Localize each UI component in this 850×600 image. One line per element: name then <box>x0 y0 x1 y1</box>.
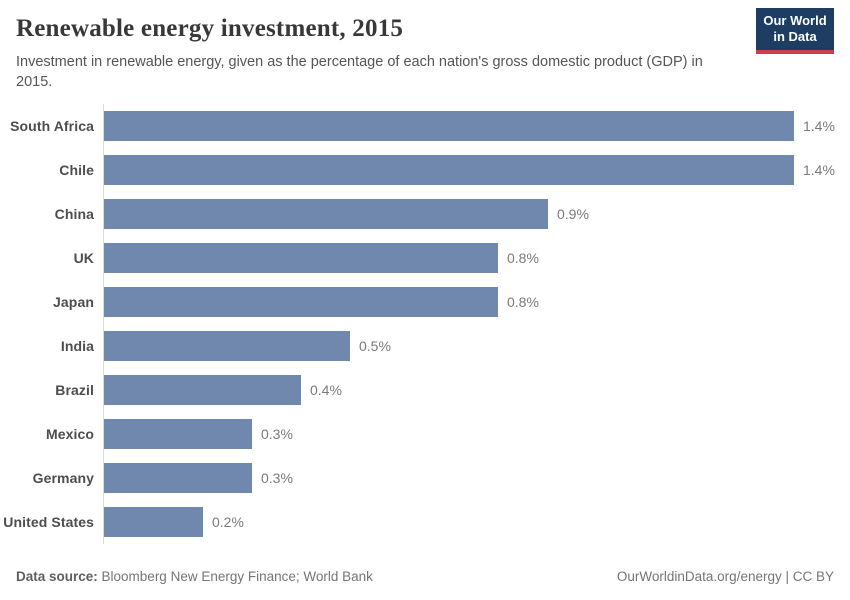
bar-track: 0.8% <box>103 236 850 280</box>
attribution-link[interactable]: OurWorldinData.org/energy | CC BY <box>616 569 834 584</box>
bar[interactable] <box>104 507 203 537</box>
bar[interactable] <box>104 111 794 141</box>
bar-row: India 0.5% <box>0 324 850 368</box>
bar-track: 0.5% <box>103 324 850 368</box>
owid-logo-line1: Our World <box>763 13 827 28</box>
data-source-note: Data source: Bloomberg New Energy Financ… <box>16 569 373 584</box>
bar-chart: South Africa 1.4% Chile 1.4% China 0.9% … <box>0 104 850 544</box>
bar-row: China 0.9% <box>0 192 850 236</box>
bar-row: Germany 0.3% <box>0 456 850 500</box>
bar-value-label: 0.4% <box>310 382 342 398</box>
bar[interactable] <box>104 155 794 185</box>
bar-value-label: 0.3% <box>261 470 293 486</box>
category-label: China <box>54 206 94 222</box>
bar[interactable] <box>104 243 498 273</box>
bar-row: South Africa 1.4% <box>0 104 850 148</box>
bar-value-label: 0.8% <box>507 250 539 266</box>
category-label: India <box>60 338 94 354</box>
bar[interactable] <box>104 331 350 361</box>
bar-track: 0.9% <box>103 192 850 236</box>
owid-logo: Our World in Data <box>756 8 834 54</box>
bar-track: 0.4% <box>103 368 850 412</box>
category-label: Germany <box>32 470 94 486</box>
chart-footer: Data source: Bloomberg New Energy Financ… <box>0 544 850 600</box>
bar-row: Japan 0.8% <box>0 280 850 324</box>
page-title: Renewable energy investment, 2015 <box>16 15 404 42</box>
bar[interactable] <box>104 199 548 229</box>
bar-row: UK 0.8% <box>0 236 850 280</box>
bar-row: Brazil 0.4% <box>0 368 850 412</box>
chart-subtitle: Investment in renewable energy, given as… <box>16 54 703 90</box>
category-label: Brazil <box>55 382 94 398</box>
bar-row: United States 0.2% <box>0 500 850 544</box>
bar-track: 0.3% <box>103 456 850 500</box>
category-label: UK <box>73 250 94 266</box>
bar[interactable] <box>104 419 252 449</box>
bar[interactable] <box>104 463 252 493</box>
bar-value-label: 0.8% <box>507 294 539 310</box>
bar-value-label: 0.9% <box>557 206 589 222</box>
bar-track: 1.4% <box>103 104 850 148</box>
category-label: Mexico <box>45 426 94 442</box>
bar-value-label: 1.4% <box>803 118 835 134</box>
category-label: Chile <box>59 162 94 178</box>
bar[interactable] <box>104 287 498 317</box>
category-label: Japan <box>53 294 94 310</box>
bar-value-label: 0.5% <box>359 338 391 354</box>
category-label: United States <box>3 514 94 530</box>
bar[interactable] <box>104 375 301 405</box>
bar-value-label: 0.3% <box>261 426 293 442</box>
bar-row: Chile 1.4% <box>0 148 850 192</box>
category-label: South Africa <box>10 118 94 134</box>
bar-track: 0.2% <box>103 500 850 544</box>
data-source-label: Data source: <box>16 569 98 584</box>
owid-logo-line2: in Data <box>773 29 817 45</box>
bar-value-label: 0.2% <box>212 514 244 530</box>
bar-track: 1.4% <box>103 148 850 192</box>
bar-row: Mexico 0.3% <box>0 412 850 456</box>
bar-track: 0.8% <box>103 280 850 324</box>
bar-track: 0.3% <box>103 412 850 456</box>
bar-value-label: 1.4% <box>803 162 835 178</box>
chart-header: Renewable energy investment, 2015 Invest… <box>0 0 850 102</box>
data-source-text: Bloomberg New Energy Finance; World Bank <box>97 569 373 584</box>
